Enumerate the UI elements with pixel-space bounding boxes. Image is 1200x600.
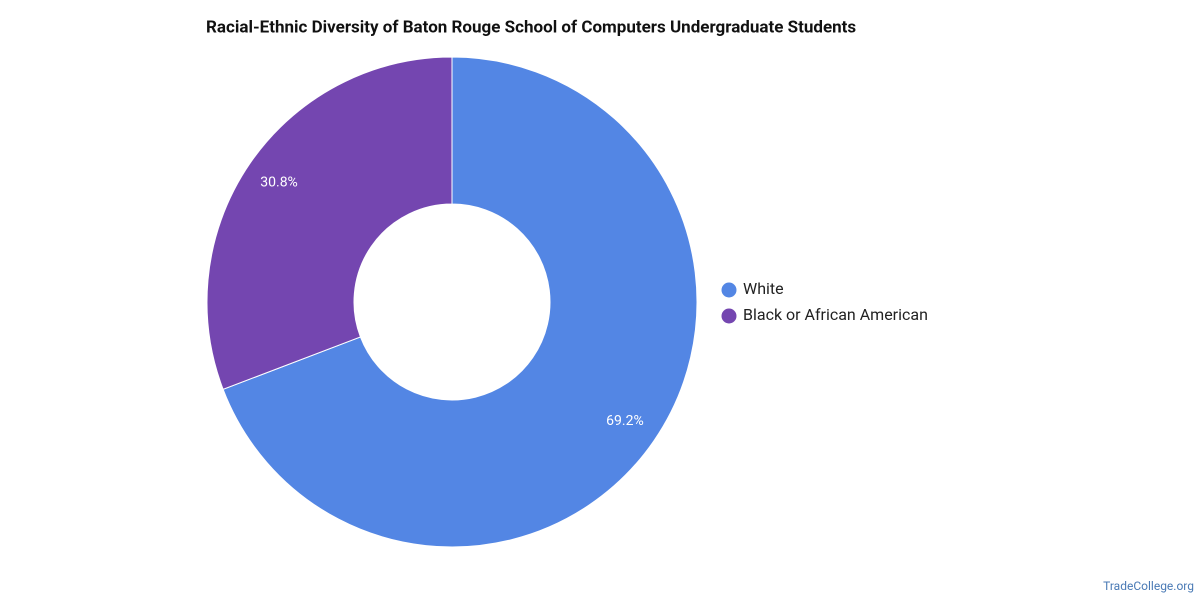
legend-swatch <box>721 308 737 324</box>
data-label: 30.8% <box>260 175 298 191</box>
legend-label: White <box>743 279 784 298</box>
chart-title: Racial-Ethnic Diversity of Baton Rouge S… <box>206 17 856 37</box>
donut-segment <box>206 56 453 390</box>
donut-segment <box>222 56 698 548</box>
credit: TradeCollege.org <box>1103 579 1194 593</box>
data-label: 69.2% <box>606 413 644 429</box>
legend-swatch <box>721 282 737 298</box>
legend-label: Black or African American <box>743 305 928 324</box>
